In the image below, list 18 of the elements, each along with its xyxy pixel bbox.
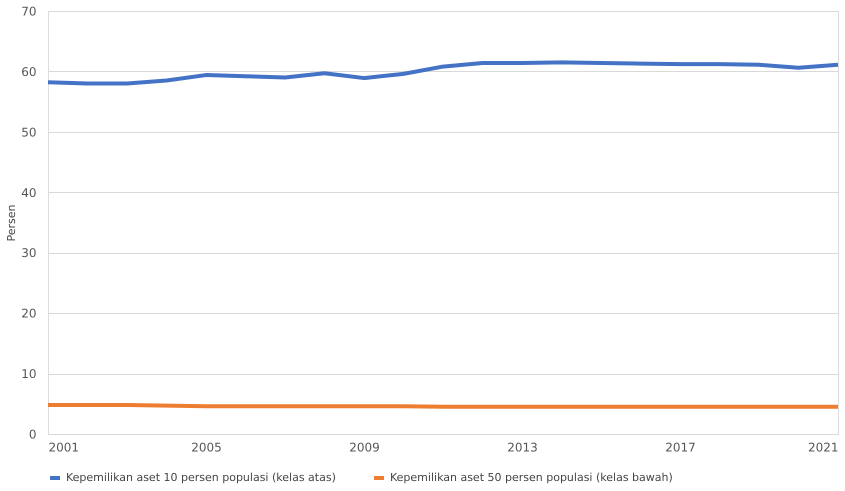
y-tick-label: 50	[21, 125, 36, 140]
x-tick-label: 2009	[349, 440, 380, 454]
x-tick-label: 2001	[48, 440, 80, 454]
y-tick-label: 40	[21, 186, 36, 200]
line-series	[46, 60, 840, 86]
x-tick-label: 2017	[665, 440, 696, 454]
y-tick-label: 70	[21, 4, 36, 18]
legend-label: Kepemilikan aset 50 persen populasi (kelas bawah)	[390, 471, 673, 484]
y-tick-label: 20	[21, 306, 36, 321]
y-tick-label: 10	[21, 367, 36, 382]
x-tick-label: 2013	[507, 440, 538, 454]
legend-label: Kepemilikan aset 10 persen populasi (kelas atas)	[66, 471, 336, 484]
x-tick-label: 2005	[191, 440, 222, 454]
y-tick-label: 60	[21, 64, 36, 79]
y-tick-label: 0	[28, 428, 36, 442]
x-tick-label: 2021	[808, 440, 838, 454]
y-axis-title: Persen	[5, 204, 18, 242]
y-tick-label: 30	[21, 246, 36, 260]
